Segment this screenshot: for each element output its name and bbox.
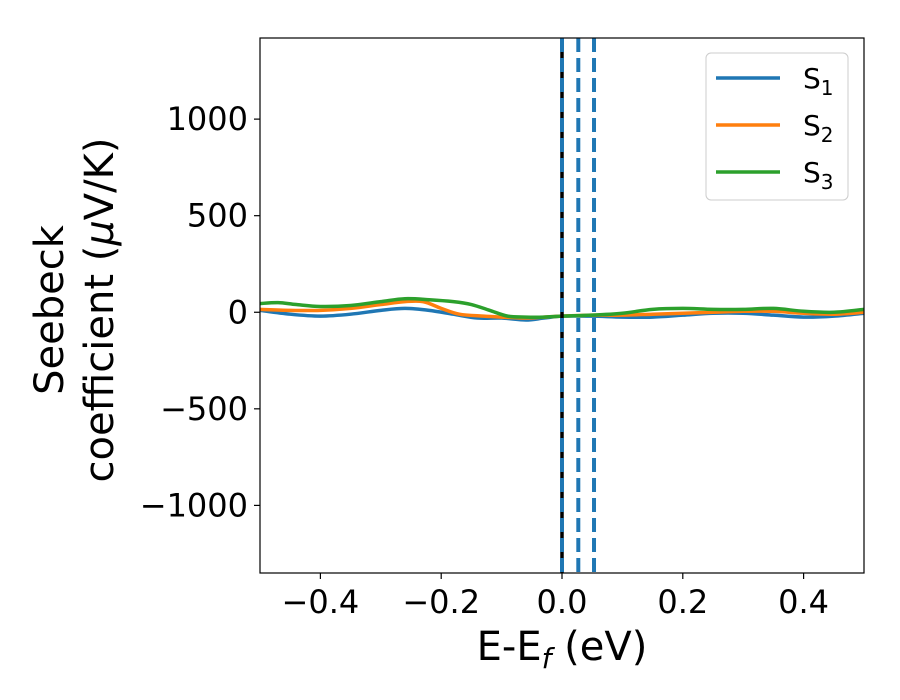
x-ticks: −0.4 −0.2 0.0 0.2 0.4	[282, 573, 829, 621]
legend-label-s2: S2	[803, 109, 834, 147]
x-axis-title-main: E-E	[477, 624, 542, 670]
series-layer	[260, 296, 864, 322]
x-tick-label: 0.2	[657, 583, 708, 621]
x-axis-title-tail: (eV)	[551, 624, 647, 670]
x-axis-title: E-Ef (eV)	[477, 624, 648, 675]
y-tick-label: 500	[187, 197, 248, 235]
legend: S1 S2 S3	[705, 52, 849, 201]
y-axis-title-line2-b: V/K)	[77, 138, 123, 221]
x-tick-label: −0.2	[402, 583, 480, 621]
legend-label-s3: S3	[803, 156, 834, 194]
y-axis-title-line2: coefficient (μV/K)	[77, 138, 123, 483]
series-line-s3	[260, 296, 864, 319]
y-axis-title: Seebeck coefficient (μV/K)	[27, 138, 123, 483]
vline-layer	[560, 38, 597, 573]
x-tick-label: −0.4	[282, 583, 360, 621]
x-tick-label: 0.0	[537, 583, 588, 621]
x-tick-label: 0.4	[778, 583, 829, 621]
y-tick-label: −500	[160, 390, 248, 428]
y-tick-label: −1000	[140, 486, 248, 524]
legend-label-s1: S1	[803, 62, 834, 100]
y-tick-label: 1000	[167, 100, 248, 138]
y-axis-title-line1: Seebeck	[27, 224, 73, 395]
y-ticks: −1000 −500 0 500 1000	[140, 100, 260, 524]
y-axis-title-line2-a: coefficient (	[77, 246, 123, 483]
y-tick-label: 0	[228, 293, 248, 331]
y-axis-title-mu: μ	[77, 220, 123, 246]
